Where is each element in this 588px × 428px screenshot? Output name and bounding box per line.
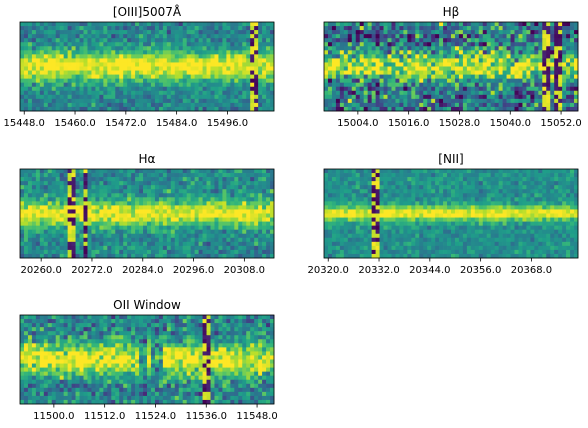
heatmap-image (324, 22, 579, 112)
x-tick-label: 15016.0 (388, 118, 429, 129)
axes-frame (19, 168, 275, 259)
panel-title: OII Window (113, 298, 181, 312)
x-tick-label: 11512.0 (84, 411, 125, 422)
panel-1: [OIII]5007Å 15448.0 15460.0 15472.0 15484.0 1… (4, 4, 275, 129)
panel-3: Hα 20260.0 20272.0 20284.0 20296.0 20308.0 (19, 152, 275, 276)
x-tick-label: 11536.0 (186, 411, 227, 422)
heatmap-image (20, 315, 275, 405)
panel-title: Hα (139, 152, 156, 166)
x-tick-label: 20272.0 (71, 265, 112, 276)
axes-frame (19, 21, 275, 112)
x-tick-label: 20296.0 (173, 265, 214, 276)
panel-5: OII Window 11500.0 11512.0 11524.0 11536.0 11… (19, 298, 278, 422)
x-tick-label: 15460.0 (54, 118, 95, 129)
x-tick-label: 11524.0 (135, 411, 176, 422)
x-tick-label: 20284.0 (122, 265, 163, 276)
axes-frame (323, 21, 579, 112)
panel-title: Hβ (443, 5, 460, 19)
x-tick-label: 15448.0 (4, 118, 45, 129)
x-tick-label: 20260.0 (20, 265, 61, 276)
x-tick-label: 20320.0 (308, 265, 349, 276)
x-tick-label: 11500.0 (33, 411, 74, 422)
heatmap-image (20, 169, 275, 259)
x-tick-label: 11548.0 (236, 411, 277, 422)
heatmap-image (20, 22, 275, 112)
x-tick-label: 15004.0 (337, 118, 378, 129)
x-tick-label: 20344.0 (409, 265, 450, 276)
x-tick-label: 15496.0 (207, 118, 248, 129)
x-tick-label: 15052.0 (540, 118, 581, 129)
panel-4: [NII] 20320.0 20332.0 20344.0 20356.0 20368.0 (308, 152, 579, 276)
axes-frame (323, 168, 579, 259)
x-tick-label: 20368.0 (511, 265, 552, 276)
x-tick-label: 20332.0 (358, 265, 399, 276)
x-tick-label: 15040.0 (490, 118, 531, 129)
x-tick-label: 20356.0 (460, 265, 501, 276)
panel-title: [NII] (438, 152, 463, 166)
panel-2: Hβ 15004.0 15016.0 15028.0 15040.0 15052.0 (323, 5, 582, 129)
heatmap-image (324, 169, 579, 259)
x-tick-label: 15472.0 (105, 118, 146, 129)
x-tick-label: 15028.0 (439, 118, 480, 129)
x-tick-label: 20308.0 (224, 265, 265, 276)
panel-title: [OIII]5007Å (113, 4, 182, 19)
axes-frame (19, 314, 275, 405)
x-tick-label: 15484.0 (156, 118, 197, 129)
